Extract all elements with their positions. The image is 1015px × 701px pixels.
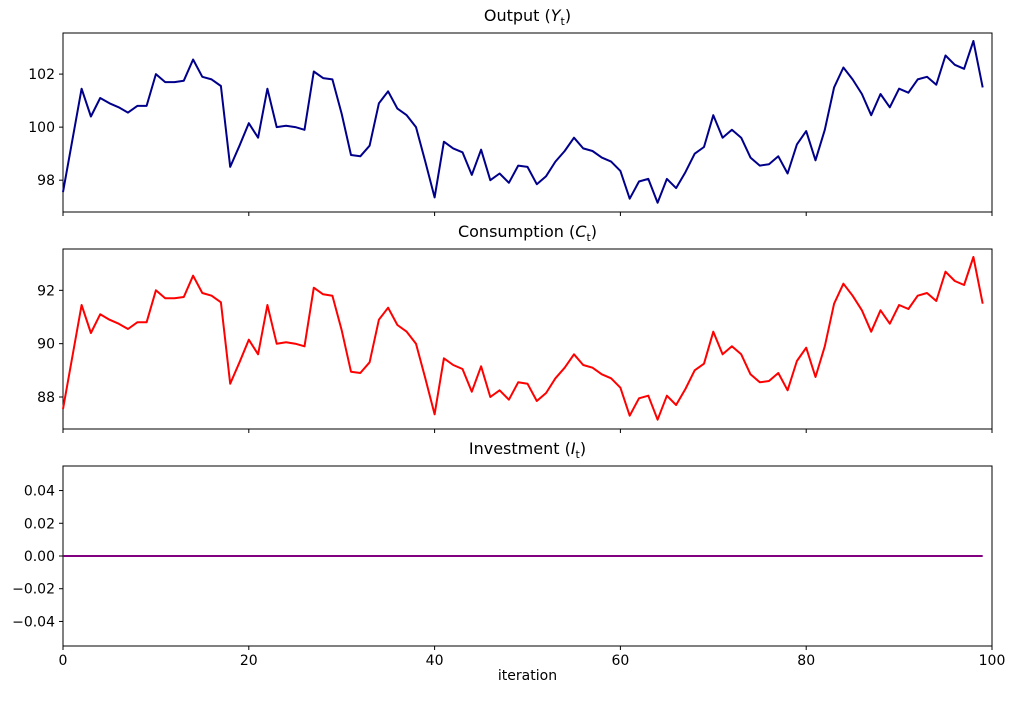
y-tick-label: 0.04: [24, 484, 55, 500]
y-tick-label: 88: [37, 390, 55, 406]
title-variable: C: [575, 222, 587, 241]
consumption-chart-title: Consumption (Ct): [63, 222, 992, 244]
title-text: ): [564, 6, 572, 25]
output-plot-border: [62, 32, 993, 213]
consumption-plot-border: [62, 248, 993, 430]
title-text: Consumption (: [457, 222, 576, 241]
y-tick-label: 0.00: [24, 549, 55, 565]
title-text: Output (: [483, 6, 551, 25]
y-tick-label: −0.02: [12, 582, 55, 598]
title-text: ): [590, 222, 598, 241]
output-plot: 98 100 102: [28, 32, 993, 216]
y-tick-label: 92: [37, 283, 55, 299]
title-variable: I: [570, 439, 576, 458]
title-subscript: t: [575, 448, 580, 462]
title-text: ): [579, 439, 587, 458]
output-chart-title: Output (Yt): [63, 6, 992, 28]
title-subscript: t: [586, 231, 591, 245]
x-tick-label: 0: [59, 653, 68, 669]
consumption-plot: 88 90 92: [37, 248, 993, 433]
y-tick-label: −0.04: [12, 614, 55, 630]
y-tick-label: 90: [37, 337, 55, 353]
x-axis-label: iteration: [497, 668, 558, 684]
title-subscript: t: [560, 15, 565, 29]
x-tick-label: 20: [240, 653, 258, 669]
title-text: Investment (: [468, 439, 571, 458]
x-tick-label: 60: [611, 653, 629, 669]
title-variable: Y: [550, 6, 561, 25]
x-tick-label: 40: [426, 653, 444, 669]
investment-chart-title: Investment (It): [63, 439, 992, 461]
y-tick-label: 102: [28, 67, 55, 83]
investment-plot: −0.04 −0.02 0.00 0.02 0.04 0 20 40 60 80 100: [12, 465, 1006, 669]
y-tick-label: 100: [28, 120, 55, 136]
y-tick-label: 0.02: [24, 516, 55, 532]
x-tick-label: 100: [979, 653, 1006, 669]
x-tick-label: 80: [797, 653, 815, 669]
consumption-line: [62, 256, 984, 421]
y-tick-label: 98: [37, 173, 55, 189]
output-line: [62, 40, 984, 204]
